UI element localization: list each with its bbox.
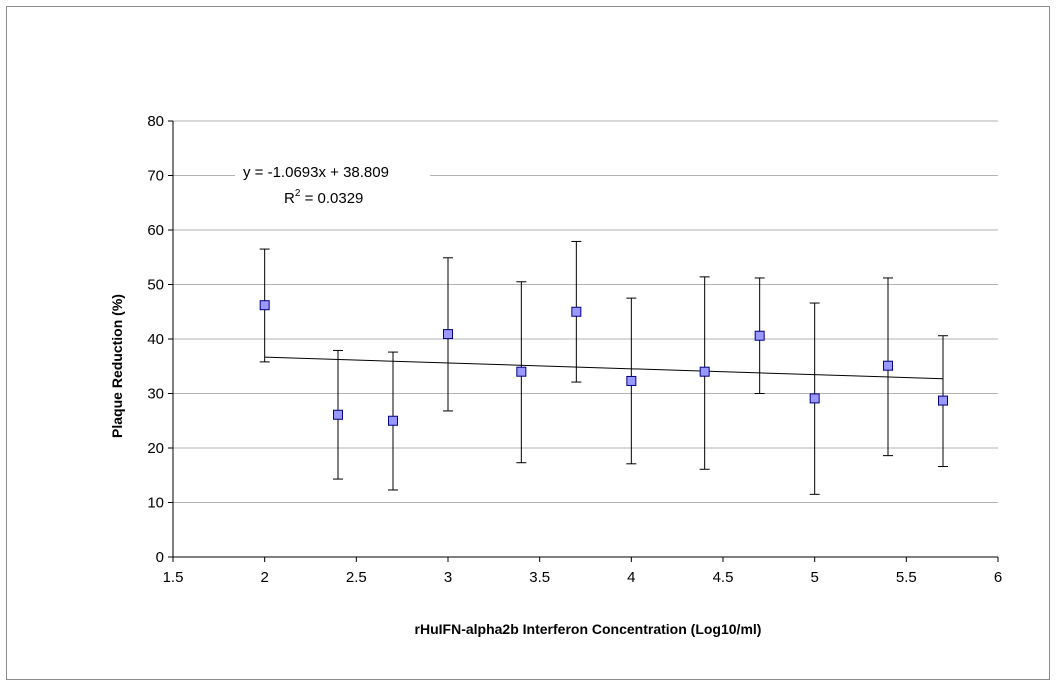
data-point-marker [443, 329, 453, 340]
y-tick-label: 70 [147, 168, 164, 185]
data-point-marker [259, 300, 270, 311]
x-tick-label: 2 [260, 569, 268, 586]
y-tick-label: 80 [147, 113, 164, 130]
chart-frame: 1.5 2 2.5 3 3.5 4 4.5 5 5.5 6 0 10 20 30 40 50 60 70 80 r… [6, 6, 1050, 680]
x-tick-label: 3.5 [529, 569, 550, 586]
data-point-marker [388, 415, 398, 426]
r2-prefix: R [284, 190, 295, 207]
y-axis-ticks: 0 10 20 30 40 50 60 70 80 [147, 113, 173, 566]
data-markers [259, 300, 948, 426]
scatter-chart: 1.5 2 2.5 3 3.5 4 4.5 5 5.5 6 0 10 20 30 40 50 60 70 80 r… [109, 113, 1002, 637]
y-tick-label: 60 [147, 222, 164, 239]
y-tick-label: 30 [147, 386, 164, 403]
trendline-r-squared: R2 = 0.0329 [284, 188, 363, 207]
data-point-marker [516, 366, 527, 377]
x-axis-title: rHuIFN-alpha2b Interferon Concentration … [415, 621, 762, 637]
x-tick-label: 4.5 [713, 569, 734, 586]
trendline-group [264, 356, 944, 380]
data-point-marker [938, 395, 948, 406]
x-tick-label: 4 [627, 569, 635, 586]
data-point-marker [883, 360, 893, 371]
x-tick-label: 6 [994, 569, 1002, 586]
y-tick-label: 40 [147, 331, 164, 348]
x-axis-ticks: 1.5 2 2.5 3 3.5 4 4.5 5 5.5 6 [163, 557, 1002, 586]
trendline-equation: y = -1.0693x + 38.809 [243, 164, 389, 181]
x-tick-label: 3 [444, 569, 452, 586]
data-point-marker [754, 330, 765, 341]
x-tick-label: 2.5 [346, 569, 367, 586]
y-tick-label: 0 [156, 549, 164, 566]
data-point-marker [571, 306, 582, 317]
y-axis-title: Plaque Reduction (%) [109, 294, 125, 438]
data-point-marker [699, 366, 710, 377]
equation-background [235, 157, 430, 213]
y-tick-label: 20 [147, 440, 164, 457]
x-tick-label: 5 [810, 569, 818, 586]
r2-value: = 0.0329 [300, 190, 363, 207]
trendline [264, 356, 944, 380]
y-tick-label: 10 [147, 495, 164, 512]
data-point-marker [809, 393, 820, 404]
x-tick-label: 1.5 [163, 569, 184, 586]
r2-superscript: 2 [295, 188, 301, 199]
data-point-marker [626, 375, 637, 386]
x-tick-label: 5.5 [896, 569, 917, 586]
data-point-marker [333, 409, 343, 420]
y-tick-label: 50 [147, 277, 164, 294]
